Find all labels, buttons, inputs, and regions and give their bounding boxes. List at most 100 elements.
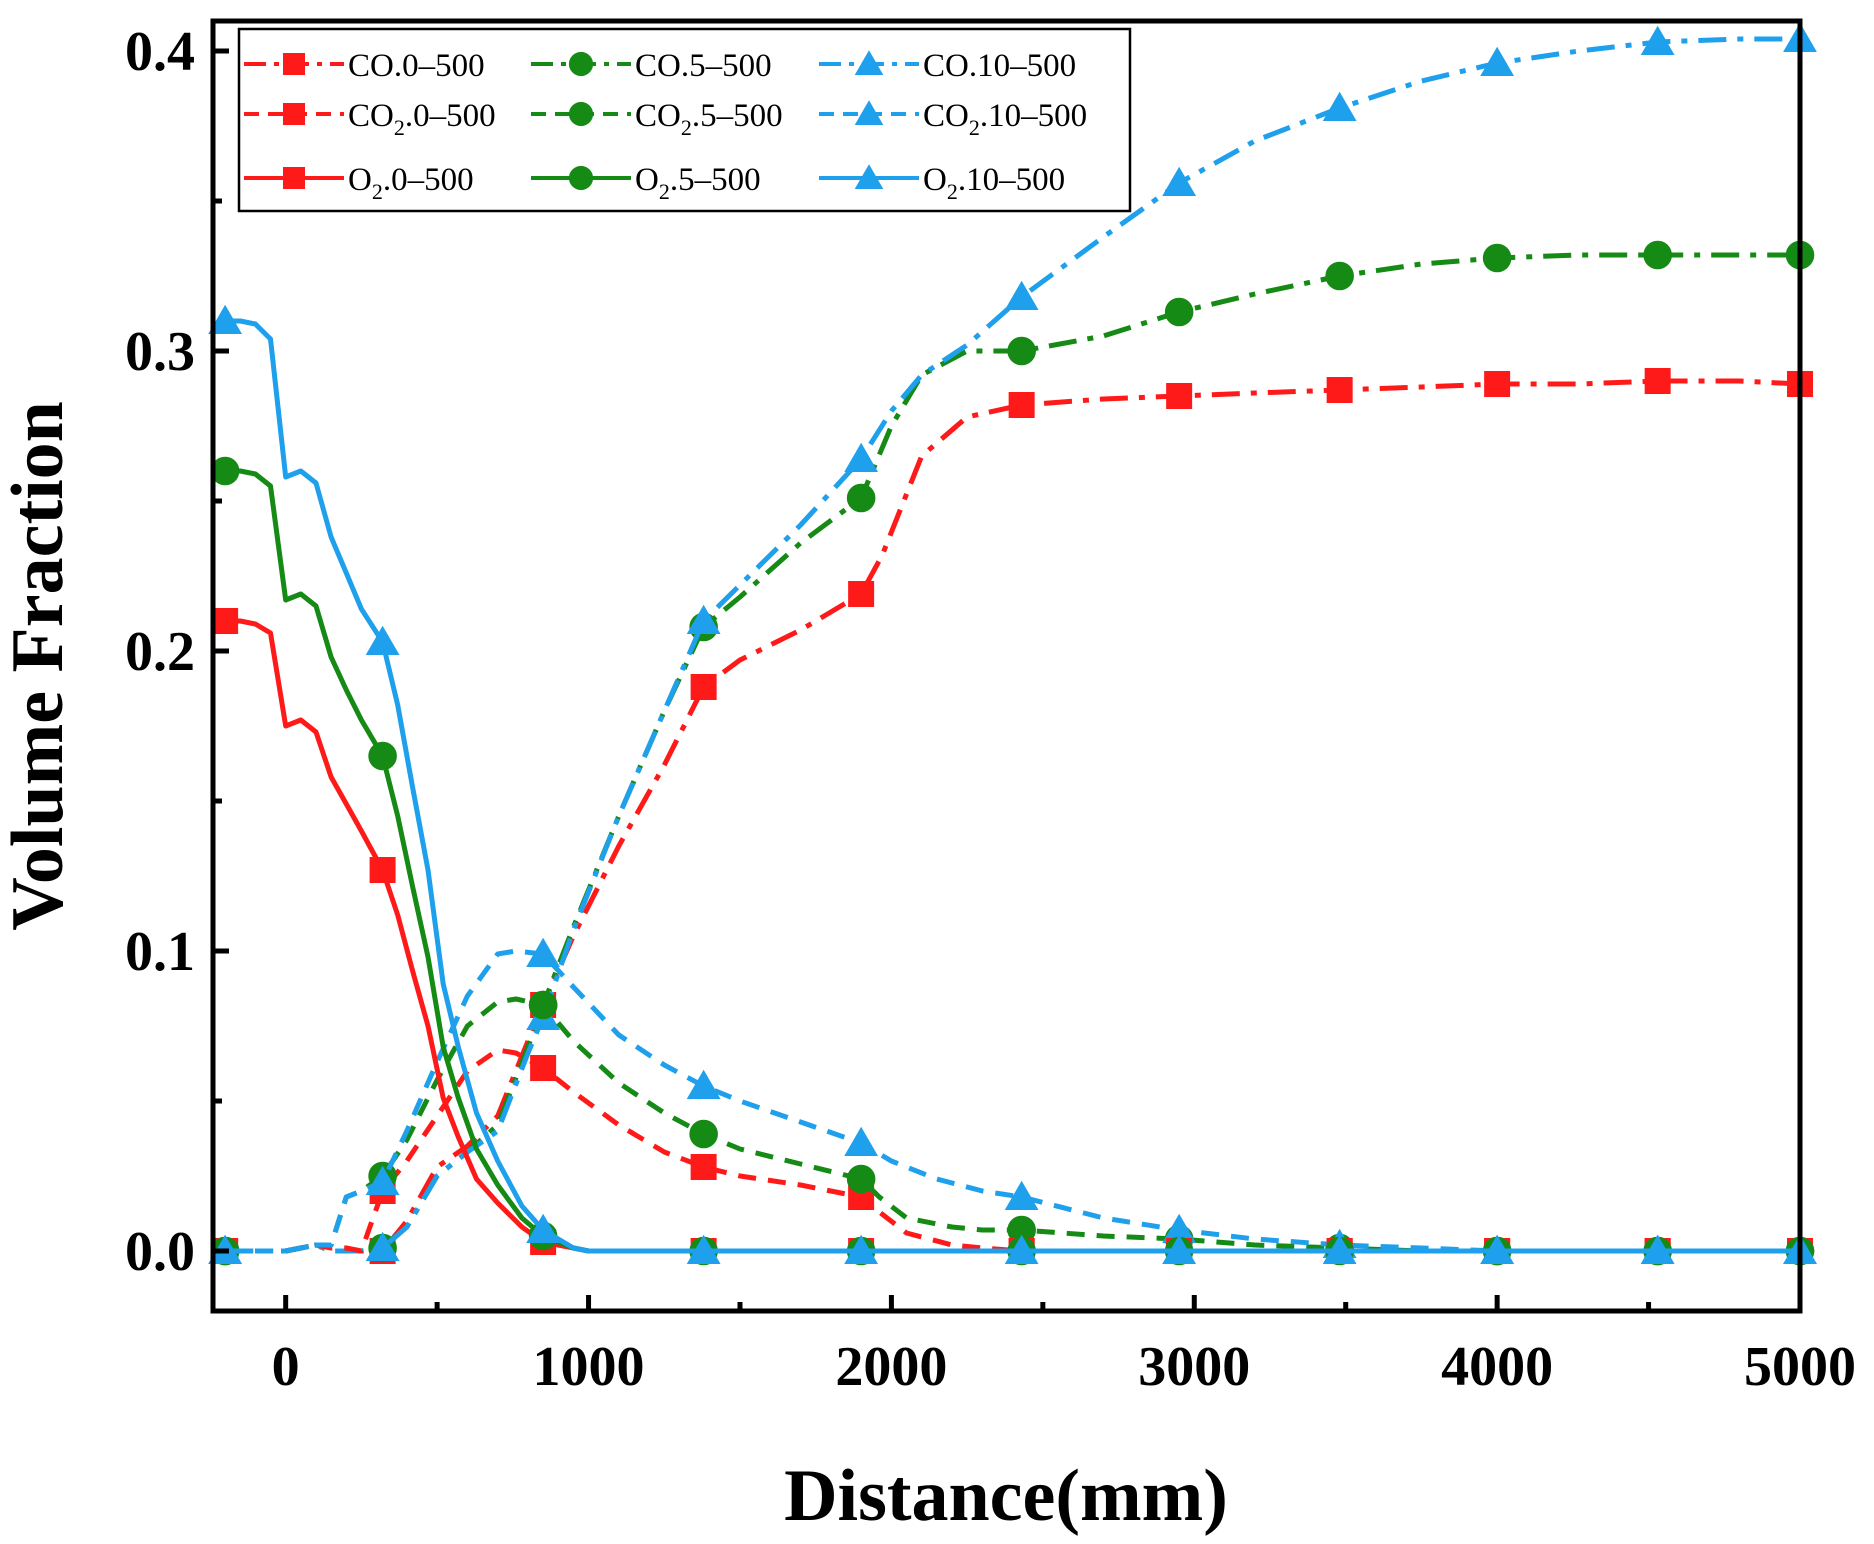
x-tick-label: 1000 [533, 1336, 645, 1398]
data-point [686, 1069, 721, 1099]
y-tick-label: 0.1 [125, 921, 195, 983]
legend-item: O2.5–500 [531, 162, 761, 204]
data-point [690, 674, 717, 700]
data-point [1162, 1234, 1197, 1264]
x-tick-label: 2000 [835, 1336, 947, 1398]
legend-item: CO.5–500 [531, 48, 772, 84]
data-point [686, 604, 721, 634]
data-point [1325, 261, 1354, 291]
legend-item: CO.10–500 [819, 48, 1076, 84]
y-tick-label: 0.2 [125, 621, 195, 683]
legend-marker [568, 165, 594, 191]
data-point [526, 1213, 561, 1243]
x-tick-label: 4000 [1441, 1336, 1553, 1398]
data-point [689, 1119, 718, 1149]
data-point [1326, 377, 1353, 403]
data-point [1640, 1234, 1675, 1264]
data-point [528, 990, 558, 1020]
data-point [844, 1126, 879, 1156]
series-line-O2.5–500 [225, 468, 1800, 1254]
data-point [846, 1164, 876, 1194]
data-point [1643, 240, 1672, 270]
legend-item: CO.0–500 [244, 48, 485, 84]
legend-label: CO.5–500 [635, 48, 772, 84]
data-point [365, 1165, 400, 1195]
legend-marker [854, 164, 884, 189]
legend-marker [854, 50, 884, 75]
data-point [1164, 297, 1194, 327]
series-layer [208, 22, 1817, 1266]
data-point [844, 442, 879, 472]
legend-label: O2.0–500 [348, 162, 474, 204]
data-point [1004, 1180, 1039, 1210]
data-point [365, 625, 400, 655]
data-point [1007, 336, 1036, 366]
data-point [208, 304, 243, 334]
legend-label: O2.5–500 [635, 162, 761, 204]
series-CO.0–500 [212, 368, 1813, 1264]
y-tick-label: 0.3 [125, 321, 195, 383]
series-O2.0–500 [212, 608, 1813, 1264]
data-point [1166, 383, 1193, 409]
y-tick-label: 0.4 [125, 21, 195, 83]
legend-label: O2.10–500 [923, 162, 1065, 204]
x-tick-label: 3000 [1138, 1336, 1250, 1398]
legend-item: CO2.10–500 [819, 98, 1087, 140]
data-point [1007, 1215, 1036, 1245]
series-line-CO2.5–500 [225, 996, 1800, 1254]
data-point [210, 456, 240, 486]
data-point [368, 741, 397, 771]
legend-marker [283, 53, 305, 75]
series-O2.10–500 [208, 304, 1817, 1264]
data-point [846, 483, 876, 513]
x-tick-label: 0 [272, 1336, 300, 1398]
series-line-CO2.10–500 [225, 948, 1800, 1254]
data-point [1484, 371, 1511, 397]
legend-item: CO2.0–500 [244, 98, 496, 140]
legend-box [237, 27, 1132, 213]
legend-item: CO2.5–500 [531, 98, 783, 140]
tick-layer: 0.0 0.1 0.2 0.3 0.4 0 1000 2000 3000 4000 5000 [125, 21, 1856, 1398]
legend-marker [854, 100, 884, 125]
x-axis-title: Distance(mm) [784, 1455, 1228, 1537]
legend: CO.0–500 CO.5–500 CO.10–500 CO2.0–500 CO2.5–… [237, 27, 1132, 213]
legend-label: CO2.0–500 [348, 98, 496, 140]
data-point [369, 857, 396, 883]
data-point [848, 581, 875, 607]
legend-label: CO.10–500 [923, 48, 1076, 84]
data-point [1004, 1234, 1039, 1264]
data-point [526, 937, 561, 967]
x-tick-label: 5000 [1744, 1336, 1856, 1398]
data-point [686, 1234, 721, 1264]
data-point [1008, 392, 1035, 418]
data-point [1482, 243, 1512, 273]
data-point [212, 608, 239, 634]
data-point [1640, 25, 1675, 55]
data-point [1162, 166, 1197, 196]
data-point [1322, 91, 1357, 121]
legend-marker [283, 167, 305, 189]
data-point [365, 1231, 400, 1261]
data-point [1004, 280, 1039, 310]
series-O2.5–500 [210, 456, 1815, 1266]
series-line-CO.10–500 [225, 36, 1800, 1254]
data-point [1480, 46, 1515, 76]
legend-marker [283, 103, 305, 125]
y-axis-title: Volume Fraction [0, 401, 79, 931]
series-line-CO.0–500 [225, 378, 1801, 1254]
legend-marker [568, 101, 594, 127]
plot-frame [210, 18, 1803, 1314]
legend-marker [568, 51, 594, 77]
legend-label: CO2.5–500 [635, 98, 783, 140]
y-tick-label: 0.0 [125, 1221, 195, 1283]
data-point [1480, 1234, 1515, 1264]
data-point [530, 1055, 557, 1081]
data-point [1644, 368, 1671, 394]
data-point [690, 1154, 717, 1180]
legend-item: O2.0–500 [244, 162, 474, 204]
data-point [1322, 1234, 1357, 1264]
legend-label: CO.0–500 [348, 48, 485, 84]
data-point [1162, 1213, 1197, 1243]
legend-item: O2.10–500 [819, 162, 1065, 204]
